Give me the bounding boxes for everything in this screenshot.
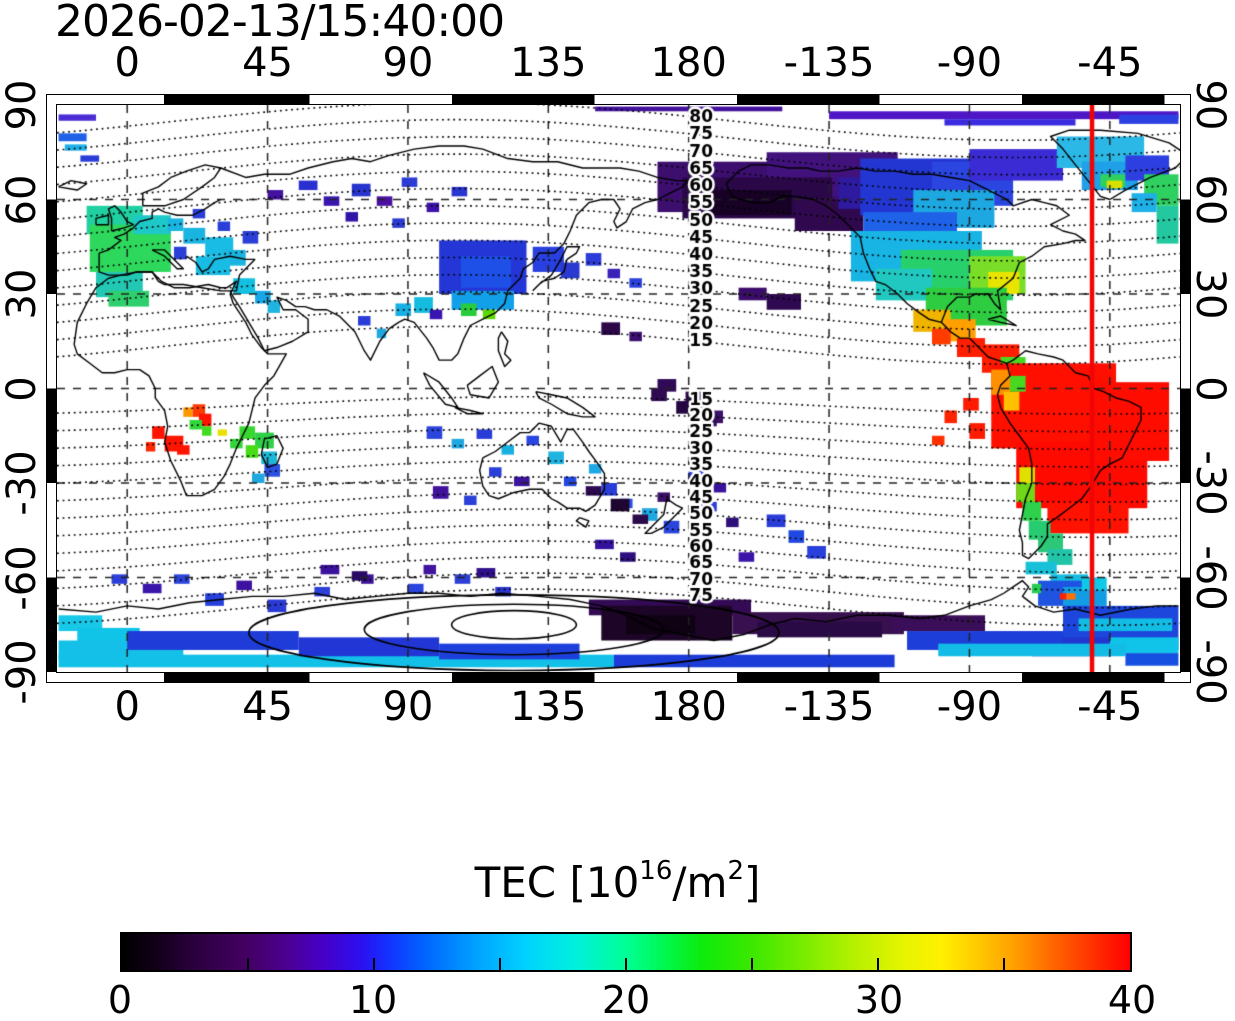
colorbar-title: TEC [1016/m2]: [474, 856, 761, 907]
bottom-axis-label: -135: [783, 684, 875, 730]
frame-right: [1180, 95, 1190, 682]
colorbar-tick: [499, 958, 501, 970]
bottom-axis-label: 135: [510, 684, 587, 730]
left-axis-label: 0: [0, 375, 45, 402]
bottom-axis-label: 45: [242, 684, 294, 730]
colorbar-tick-label: 20: [601, 978, 651, 1021]
bottom-axis-label: -45: [1077, 684, 1143, 730]
colorbar-tick: [751, 958, 753, 970]
left-axis-label: 30: [0, 268, 45, 320]
plot-title: 2026-02-13/15:40:00: [55, 0, 505, 47]
top-axis-label: 90: [382, 40, 434, 86]
frame-bottom: [47, 672, 1190, 682]
colorbar-tick: [877, 958, 879, 970]
right-axis-label: 30: [1187, 268, 1233, 320]
colorbar-tick: [1003, 958, 1005, 970]
top-axis-label: 180: [650, 40, 727, 86]
left-axis-label: -90: [0, 639, 45, 705]
right-axis-label: 0: [1187, 375, 1233, 402]
right-axis-label: 90: [1187, 79, 1233, 131]
left-axis-label: -60: [0, 544, 45, 611]
left-axis-label: 60: [0, 174, 45, 225]
right-axis-label: 60: [1187, 174, 1233, 225]
colorbar-tick-label: 30: [854, 978, 904, 1021]
bottom-axis-label: 0: [114, 684, 140, 730]
top-axis-label: 135: [510, 40, 587, 86]
right-axis-label: -30: [1187, 450, 1233, 516]
right-axis-label: -90: [1187, 639, 1233, 705]
top-axis-label: -90: [936, 40, 1003, 86]
top-axis-label: 0: [114, 40, 140, 86]
left-axis-label: -30: [0, 450, 45, 516]
bottom-axis-label: 180: [650, 684, 727, 730]
frame-inner-outline: [56, 104, 1181, 673]
top-axis-label: 45: [242, 40, 294, 86]
frame-outer-outline: [46, 94, 1191, 683]
world-map-canvas: [57, 105, 1180, 672]
colorbar-tick: [625, 958, 627, 970]
colorbar-tick-label: 10: [348, 978, 398, 1021]
right-axis-label: -60: [1187, 544, 1233, 611]
top-axis-label: -45: [1077, 40, 1143, 86]
bottom-axis-label: 90: [382, 684, 434, 730]
colorbar-tick-label: 0: [107, 978, 133, 1021]
bottom-axis-label: -90: [936, 684, 1003, 730]
colorbar-tick: [373, 958, 375, 970]
left-axis-label: 90: [0, 79, 45, 131]
top-axis-label: -135: [783, 40, 875, 86]
frame-left: [47, 95, 57, 682]
frame-top: [47, 95, 1190, 105]
colorbar-tick: [247, 958, 249, 970]
colorbar-tick-label: 40: [1107, 978, 1157, 1021]
colorbar: [120, 932, 1132, 972]
